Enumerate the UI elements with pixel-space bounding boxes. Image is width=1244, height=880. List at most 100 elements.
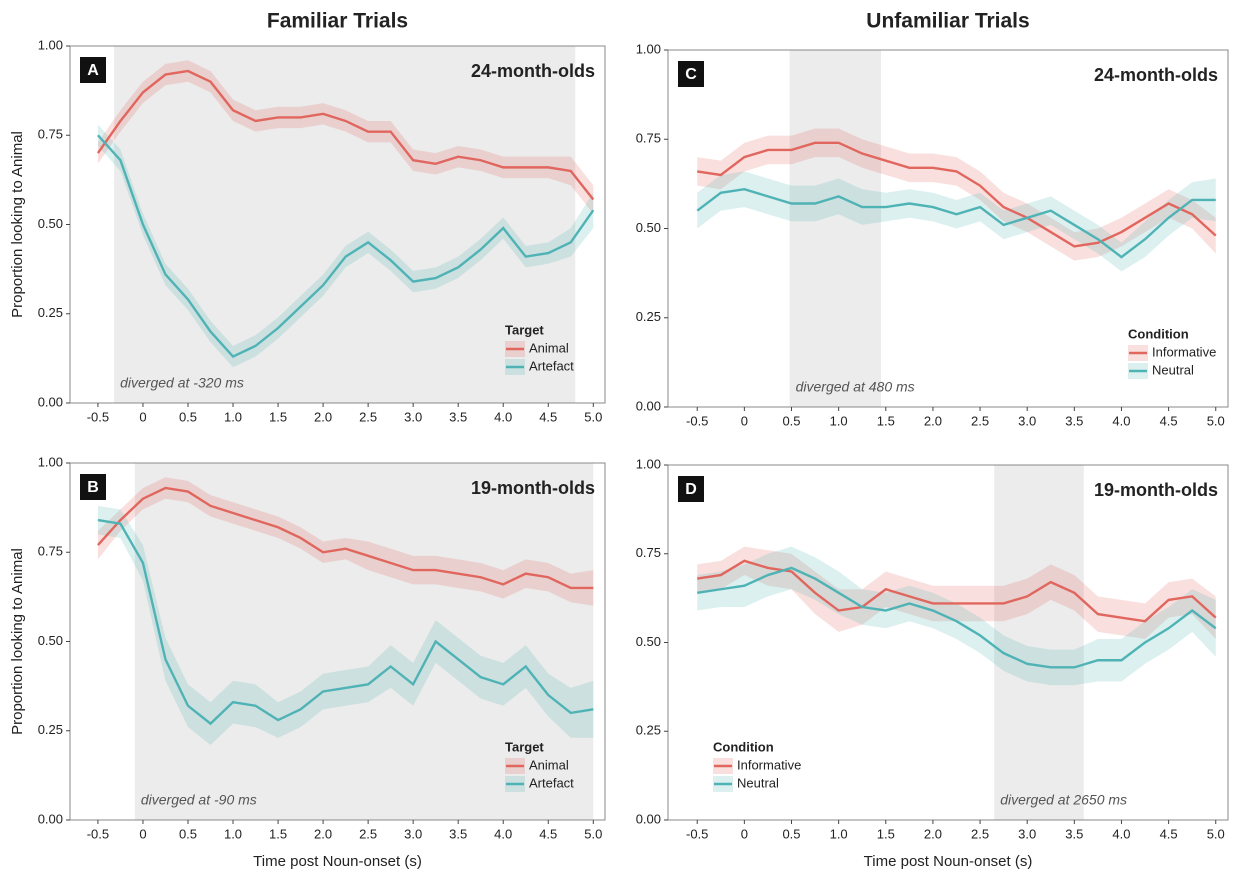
y-tick-label: 1.00 xyxy=(636,456,661,471)
panel-title: 19-month-olds xyxy=(1094,480,1218,500)
ribbon xyxy=(697,546,1216,639)
legend-title: Condition xyxy=(713,739,774,754)
panel-letter: D xyxy=(685,481,697,498)
divergence-region xyxy=(114,46,576,403)
x-tick-label: 2.0 xyxy=(314,826,332,841)
legend-label: Informative xyxy=(1152,344,1216,359)
y-tick-label: 1.00 xyxy=(636,41,661,56)
y-tick-label: 0.50 xyxy=(636,220,661,235)
x-tick-label: 4.5 xyxy=(1160,826,1178,841)
y-axis-label: Proportion looking to Animal xyxy=(9,131,26,318)
panel-letter-box xyxy=(80,474,106,500)
x-tick-label: 1.0 xyxy=(830,826,848,841)
x-tick-label: 4.0 xyxy=(494,826,512,841)
x-tick-label: -0.5 xyxy=(686,413,708,428)
x-tick-label: 2.5 xyxy=(971,413,989,428)
ribbon xyxy=(97,60,594,214)
x-axis-label: Time post Noun-onset (s) xyxy=(864,853,1033,870)
x-tick-label: 0.5 xyxy=(782,826,800,841)
x-tick-label: 2.5 xyxy=(359,826,377,841)
x-tick-label: 3.0 xyxy=(404,826,422,841)
y-tick-label: 0.00 xyxy=(38,811,63,826)
x-tick-label: 3.0 xyxy=(1018,413,1036,428)
annotation: diverged at -90 ms xyxy=(141,792,257,808)
x-tick-label: 2.0 xyxy=(314,409,332,424)
y-tick-label: 0.50 xyxy=(636,634,661,649)
divergence-region xyxy=(134,463,594,820)
x-tick-label: 0 xyxy=(139,826,146,841)
x-tick-label: -0.5 xyxy=(87,826,109,841)
legend-label: Artefact xyxy=(529,775,574,790)
series-line xyxy=(697,141,1217,248)
panel-letter: A xyxy=(87,62,99,79)
x-tick-label: 0.5 xyxy=(179,409,197,424)
y-tick-label: 0.75 xyxy=(636,131,661,146)
legend-title: Condition xyxy=(1128,326,1189,341)
x-tick-label: 1.0 xyxy=(224,409,242,424)
x-tick-label: 1.0 xyxy=(830,413,848,428)
plot-background xyxy=(668,50,1228,407)
x-tick-label: 4.5 xyxy=(539,409,557,424)
y-tick-label: 0.00 xyxy=(636,398,661,413)
series-line xyxy=(97,486,594,590)
legend-label: Neutral xyxy=(1152,362,1194,377)
legend-label: Animal xyxy=(529,757,569,772)
ribbon xyxy=(697,171,1216,272)
x-tick-label: 5.0 xyxy=(1207,826,1225,841)
y-tick-label: 0.75 xyxy=(38,127,63,142)
y-tick-label: 0.50 xyxy=(38,216,63,231)
panel-letter: C xyxy=(685,66,697,83)
y-tick-label: 0.00 xyxy=(38,394,63,409)
ribbon xyxy=(97,505,594,746)
y-tick-label: 1.00 xyxy=(38,454,63,469)
panel-letter: B xyxy=(87,479,99,496)
x-tick-label: 2.0 xyxy=(924,413,942,428)
legend-label: Informative xyxy=(737,757,801,772)
x-tick-label: 3.0 xyxy=(404,409,422,424)
legend-label: Artefact xyxy=(529,358,574,373)
annotation: diverged at 480 ms xyxy=(796,379,915,395)
ribbon xyxy=(97,124,594,368)
y-tick-label: 0.75 xyxy=(636,545,661,560)
panel-letter-box xyxy=(678,476,704,502)
x-tick-label: 2.0 xyxy=(924,826,942,841)
y-tick-label: 0.25 xyxy=(38,305,63,320)
x-tick-label: -0.5 xyxy=(686,826,708,841)
y-tick-label: 0.75 xyxy=(38,544,63,559)
x-tick-label: 2.5 xyxy=(359,409,377,424)
x-tick-label: 0.5 xyxy=(179,826,197,841)
y-tick-label: 0.00 xyxy=(636,811,661,826)
y-tick-label: 0.25 xyxy=(38,722,63,737)
panel-letter-box xyxy=(80,57,106,83)
legend-title: Target xyxy=(505,739,544,754)
x-tick-label: 2.5 xyxy=(971,826,989,841)
divergence-region xyxy=(994,465,1084,820)
y-tick-label: 1.00 xyxy=(38,37,63,52)
panel-letter-box xyxy=(678,61,704,87)
ribbon xyxy=(697,128,1216,261)
x-tick-label: 1.5 xyxy=(269,826,287,841)
panel-title: 24-month-olds xyxy=(471,61,595,81)
series-line xyxy=(97,134,595,359)
y-tick-label: 0.25 xyxy=(636,723,661,738)
legend-label: Neutral xyxy=(737,775,779,790)
x-tick-label: 3.5 xyxy=(1065,413,1083,428)
x-tick-label: 0 xyxy=(139,409,146,424)
x-tick-label: 4.0 xyxy=(494,409,512,424)
x-tick-label: 1.5 xyxy=(877,413,895,428)
legend-title: Target xyxy=(505,322,544,337)
x-tick-label: 0.5 xyxy=(782,413,800,428)
plot-background xyxy=(668,465,1228,820)
x-tick-label: 5.0 xyxy=(584,826,602,841)
legend: Condition Informative Neutral xyxy=(1128,326,1216,379)
x-tick-label: 4.5 xyxy=(1160,413,1178,428)
legend: Condition Informative Neutral xyxy=(713,739,801,792)
x-tick-label: 1.5 xyxy=(269,409,287,424)
y-tick-label: 0.50 xyxy=(38,633,63,648)
x-tick-label: 4.5 xyxy=(539,826,557,841)
panel-title: 24-month-olds xyxy=(1094,65,1218,85)
x-tick-label: 1.0 xyxy=(224,826,242,841)
x-tick-label: 0 xyxy=(741,413,748,428)
x-tick-label: -0.5 xyxy=(87,409,109,424)
